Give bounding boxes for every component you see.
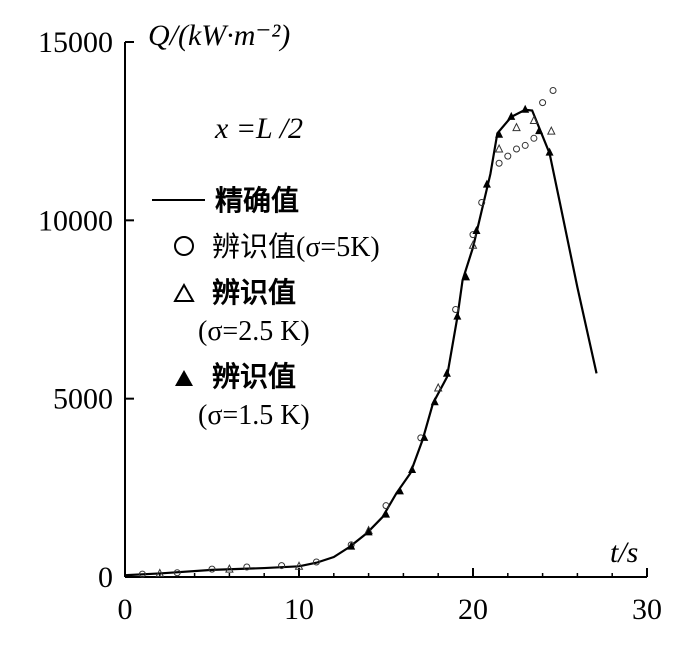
y-tick-label: 15000 (38, 26, 113, 59)
data-point-open-triangle (433, 382, 443, 392)
legend: 精确值 辨识值(σ=5K) 辨识值(σ=2.5 K) 辨识值(σ=1.5 K) (152, 184, 380, 431)
data-point-circle (208, 565, 216, 573)
data-point-filled-triangle (408, 465, 417, 473)
data-point-circle (495, 159, 503, 167)
data-point-circle (138, 570, 146, 578)
data-point-filled-triangle (535, 126, 544, 135)
data-point-filled-triangle (420, 432, 429, 441)
data-point-filled-triangle (382, 509, 390, 518)
data-point-filled-triangle (507, 111, 516, 120)
y-tick-label: 5000 (53, 383, 113, 416)
series-line-exact (124, 108, 598, 577)
data-point-filled-triangle (430, 397, 439, 406)
data-point-open-triangle (512, 122, 521, 132)
data-point-circle (312, 558, 320, 566)
x-tick-label: 20 (458, 593, 488, 626)
data-point-filled-triangle (364, 527, 373, 536)
data-point-filled-triangle (545, 147, 554, 156)
data-point-filled-triangle (395, 486, 404, 495)
y-tick-label: 10000 (38, 204, 113, 237)
data-point-open-triangle (494, 143, 504, 153)
data-point-filled-triangle (495, 129, 504, 138)
data-point-filled-triangle (462, 272, 471, 281)
data-point-circle (549, 87, 557, 95)
y-tick-label: 0 (98, 561, 113, 594)
series-layer (124, 87, 598, 578)
data-point-filled-triangle (347, 541, 356, 550)
data-point-filled-triangle (472, 226, 481, 235)
data-point-circle (478, 199, 486, 206)
data-point-open-triangle (225, 564, 234, 573)
data-point-open-triangle (468, 240, 478, 249)
data-point-filled-triangle (453, 311, 462, 320)
data-point-circle (382, 502, 390, 510)
data-point-open-triangle (155, 568, 165, 577)
legend-label-exact: 精确值 (215, 184, 299, 217)
legend-label-sigma2-5: 辨识值(σ=2.5 K) (198, 277, 310, 347)
axes: 0 10 20 30 0 5000 10000 15000 (38, 26, 662, 626)
data-point-circle (278, 562, 286, 570)
data-point-circle (530, 134, 538, 142)
data-point-filled-triangle (482, 179, 491, 188)
data-point-circle (469, 231, 477, 239)
legend-label-sigma1-5: 辨识值(σ=1.5 K) (198, 361, 310, 431)
data-point-filled-triangle (442, 368, 451, 377)
data-point-circle (243, 563, 251, 571)
legend-open-triangle-marker (173, 282, 195, 302)
y-axis-label: Q/(kW·m⁻²) (148, 19, 290, 52)
x-axis-label: t/s (610, 536, 638, 569)
data-point-circle (521, 141, 529, 149)
data-point-circle (504, 152, 512, 160)
data-point-circle (513, 145, 520, 153)
data-point-open-triangle (529, 115, 539, 124)
data-point-circle (452, 306, 460, 313)
x-tick-label: 30 (632, 593, 662, 626)
x-tick-label: 10 (284, 593, 314, 626)
data-point-open-triangle (546, 126, 556, 135)
data-point-circle (539, 99, 547, 107)
x-tick-label: 0 (118, 593, 133, 626)
legend-filled-triangle-marker (175, 370, 193, 386)
legend-label-sigma5: 辨识值(σ=5K) (212, 231, 380, 263)
data-point-filled-triangle (521, 104, 530, 113)
data-point-circle (173, 569, 181, 577)
legend-circle-marker (174, 236, 194, 256)
annotation: x =L /2 (214, 112, 303, 145)
data-point-open-triangle (294, 561, 304, 570)
